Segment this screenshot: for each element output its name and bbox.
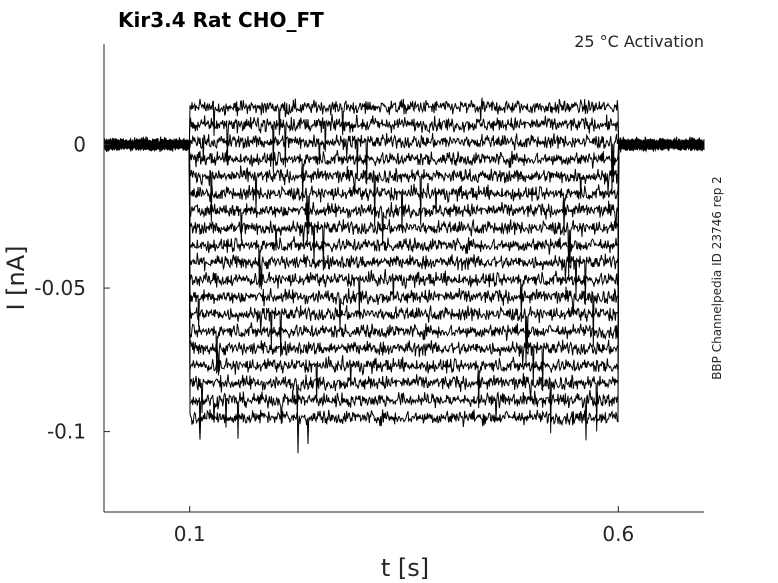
x-axis-ticks: 0.1 0.6 bbox=[174, 506, 634, 546]
x-axis-label: t [s] bbox=[381, 554, 429, 582]
current-sweep-18 bbox=[103, 138, 705, 441]
current-sweep-14 bbox=[103, 136, 705, 374]
channelpedia-id-label: BBP Channelpedia ID 23746 rep 2 bbox=[710, 176, 724, 380]
current-sweep-13 bbox=[103, 136, 705, 363]
current-sweep-6 bbox=[103, 138, 705, 243]
plot-area: 0 -0.05 -0.1 0.1 0.6 bbox=[34, 44, 705, 546]
current-sweep-11 bbox=[103, 137, 705, 322]
y-tick-label: 0 bbox=[73, 132, 86, 156]
current-sweep-16 bbox=[103, 137, 705, 409]
x-tick-label: 0.6 bbox=[602, 522, 634, 546]
current-sweep-10 bbox=[103, 138, 705, 305]
current-sweep-7 bbox=[103, 137, 705, 244]
current-traces bbox=[103, 97, 705, 454]
temperature-annotation: 25 °C Activation bbox=[574, 32, 704, 51]
y-tick-label: -0.05 bbox=[34, 276, 86, 300]
current-sweep-17 bbox=[103, 138, 705, 434]
y-axis-ticks: 0 -0.05 -0.1 bbox=[34, 132, 110, 444]
current-sweep-15 bbox=[103, 136, 705, 392]
current-sweep-8 bbox=[103, 136, 705, 277]
current-sweep-5 bbox=[103, 137, 705, 227]
current-sweep-19 bbox=[103, 137, 705, 454]
current-sweep-2 bbox=[103, 114, 705, 173]
current-sweep-1 bbox=[103, 97, 705, 152]
y-axis-label: I [nA] bbox=[2, 245, 30, 310]
y-tick-label: -0.1 bbox=[47, 420, 86, 444]
current-sweep-3 bbox=[103, 132, 705, 191]
current-sweep-12 bbox=[103, 137, 705, 348]
current-sweep-9 bbox=[103, 136, 705, 288]
x-tick-label: 0.1 bbox=[174, 522, 206, 546]
chart-title: Kir3.4 Rat CHO_FT bbox=[118, 8, 324, 32]
current-sweep-4 bbox=[103, 136, 705, 202]
